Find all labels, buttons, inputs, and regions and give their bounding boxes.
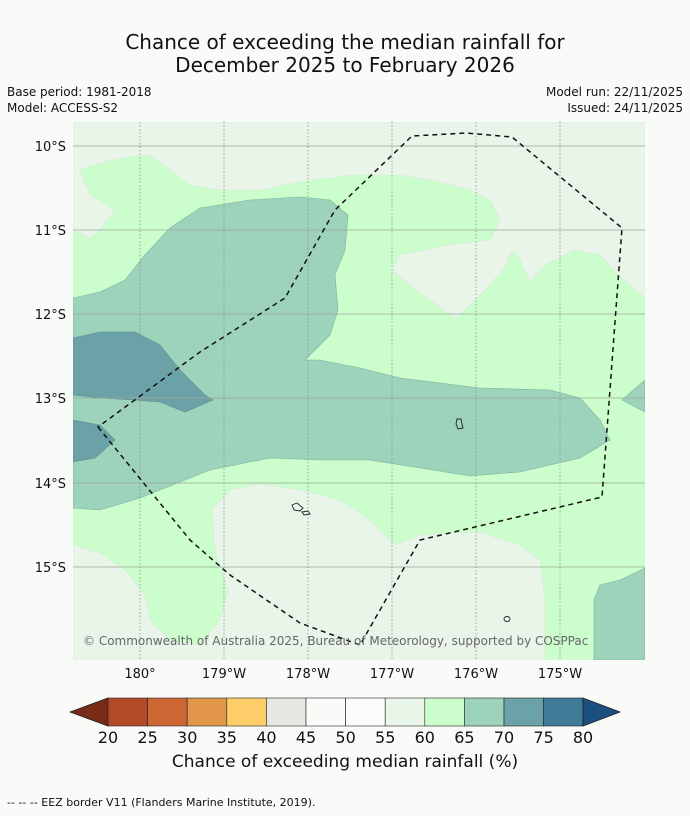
- island-west-a: [291, 502, 304, 512]
- island-west-b: [301, 510, 311, 516]
- colorbar-tick: 25: [137, 728, 157, 747]
- colorbar-tick: 45: [296, 728, 316, 747]
- colorbar-ticks: 20 25 30 35 40 45 50 55 60 65 70 75 80: [98, 728, 593, 747]
- colorbar-tick: 60: [415, 728, 435, 747]
- eez-footnote: -- -- -- EEZ border V11 (Flanders Marine…: [7, 796, 316, 809]
- colorbar-tick: 20: [98, 728, 118, 747]
- lat-label: 12°S: [35, 308, 66, 323]
- colorbar-extend-low: [68, 697, 109, 727]
- lat-label: 15°S: [35, 561, 66, 576]
- colorbar-swatch: [186, 697, 228, 727]
- zone-65-70-southeast: [593, 567, 645, 660]
- zone-65-70-east: [621, 379, 645, 413]
- colorbar-tick: 50: [335, 728, 355, 747]
- lat-label: 10°S: [35, 140, 66, 155]
- colorbar-tick: 80: [573, 728, 593, 747]
- colorbar-tick: 35: [217, 728, 237, 747]
- metadata-left: Base period: 1981-2018 Model: ACCESS-S2: [7, 84, 152, 116]
- copyright-notice: © Commonwealth of Australia 2025, Bureau…: [83, 634, 588, 648]
- title-line-2: December 2025 to February 2026: [175, 53, 515, 77]
- zone-65-70: [73, 196, 611, 511]
- colorbar-swatch: [266, 697, 307, 727]
- colorbar-swatch: [384, 697, 426, 727]
- issued-date: Issued: 24/11/2025: [567, 101, 683, 115]
- rainfall-probability-map: © Commonwealth of Australia 2025, Bureau…: [73, 122, 645, 660]
- lon-label: 180°: [124, 667, 155, 682]
- zone-70-75-southwest: [73, 419, 116, 463]
- lon-label: 179°W: [202, 667, 246, 682]
- zone-55-60-south: [73, 483, 546, 660]
- colorbar-swatch: [147, 697, 188, 727]
- lon-label: 175°W: [538, 667, 582, 682]
- lat-label: 13°S: [35, 392, 66, 407]
- island-outlines: [291, 418, 511, 622]
- colorbar-swatch: [503, 697, 544, 727]
- colorbar-swatch: [107, 697, 148, 727]
- colorbar-swatch: [305, 697, 346, 727]
- metadata-right: Model run: 22/11/2025 Issued: 24/11/2025: [546, 84, 683, 116]
- lat-gridlines: [73, 145, 645, 568]
- title-line-1: Chance of exceeding the median rainfall …: [125, 30, 565, 54]
- lon-labels: 180° 179°W 178°W 177°W 176°W 175°W: [124, 667, 582, 682]
- model-name: Model: ACCESS-S2: [7, 101, 119, 115]
- lat-labels: 10°S 11°S 12°S 13°S 14°S 15°S: [35, 140, 66, 576]
- colorbar-swatch: [345, 697, 386, 727]
- colorbar-swatch: [543, 697, 584, 727]
- model-run: Model run: 22/11/2025: [545, 85, 683, 99]
- colorbar-swatch: [424, 697, 465, 727]
- island-east: [455, 418, 464, 430]
- colorbar-tick: 40: [256, 728, 276, 747]
- lon-label: 176°W: [454, 667, 498, 682]
- colorbar-extend-high: [582, 697, 622, 727]
- colorbar-tick: 55: [375, 728, 395, 747]
- map-title: Chance of exceeding the median rainfall …: [0, 31, 690, 77]
- lat-label: 14°S: [35, 477, 66, 492]
- colorbar-tick: 65: [454, 728, 474, 747]
- colorbar-tick: 75: [533, 728, 553, 747]
- colorbar-tick: 30: [177, 728, 197, 747]
- base-period: Base period: 1981-2018: [7, 85, 152, 99]
- colorbar-swatch: [464, 697, 505, 727]
- island-south: [503, 616, 511, 622]
- zone-55-60-north: [73, 122, 645, 319]
- lon-label: 177°W: [370, 667, 414, 682]
- eez-border: [96, 132, 623, 646]
- colorbar-swatch: [226, 697, 267, 727]
- colorbar: [68, 697, 622, 727]
- colorbar-tick: 70: [494, 728, 514, 747]
- colorbar-label: Chance of exceeding median rainfall (%): [171, 752, 519, 772]
- lat-label: 11°S: [35, 224, 66, 239]
- lon-label: 178°W: [286, 667, 330, 682]
